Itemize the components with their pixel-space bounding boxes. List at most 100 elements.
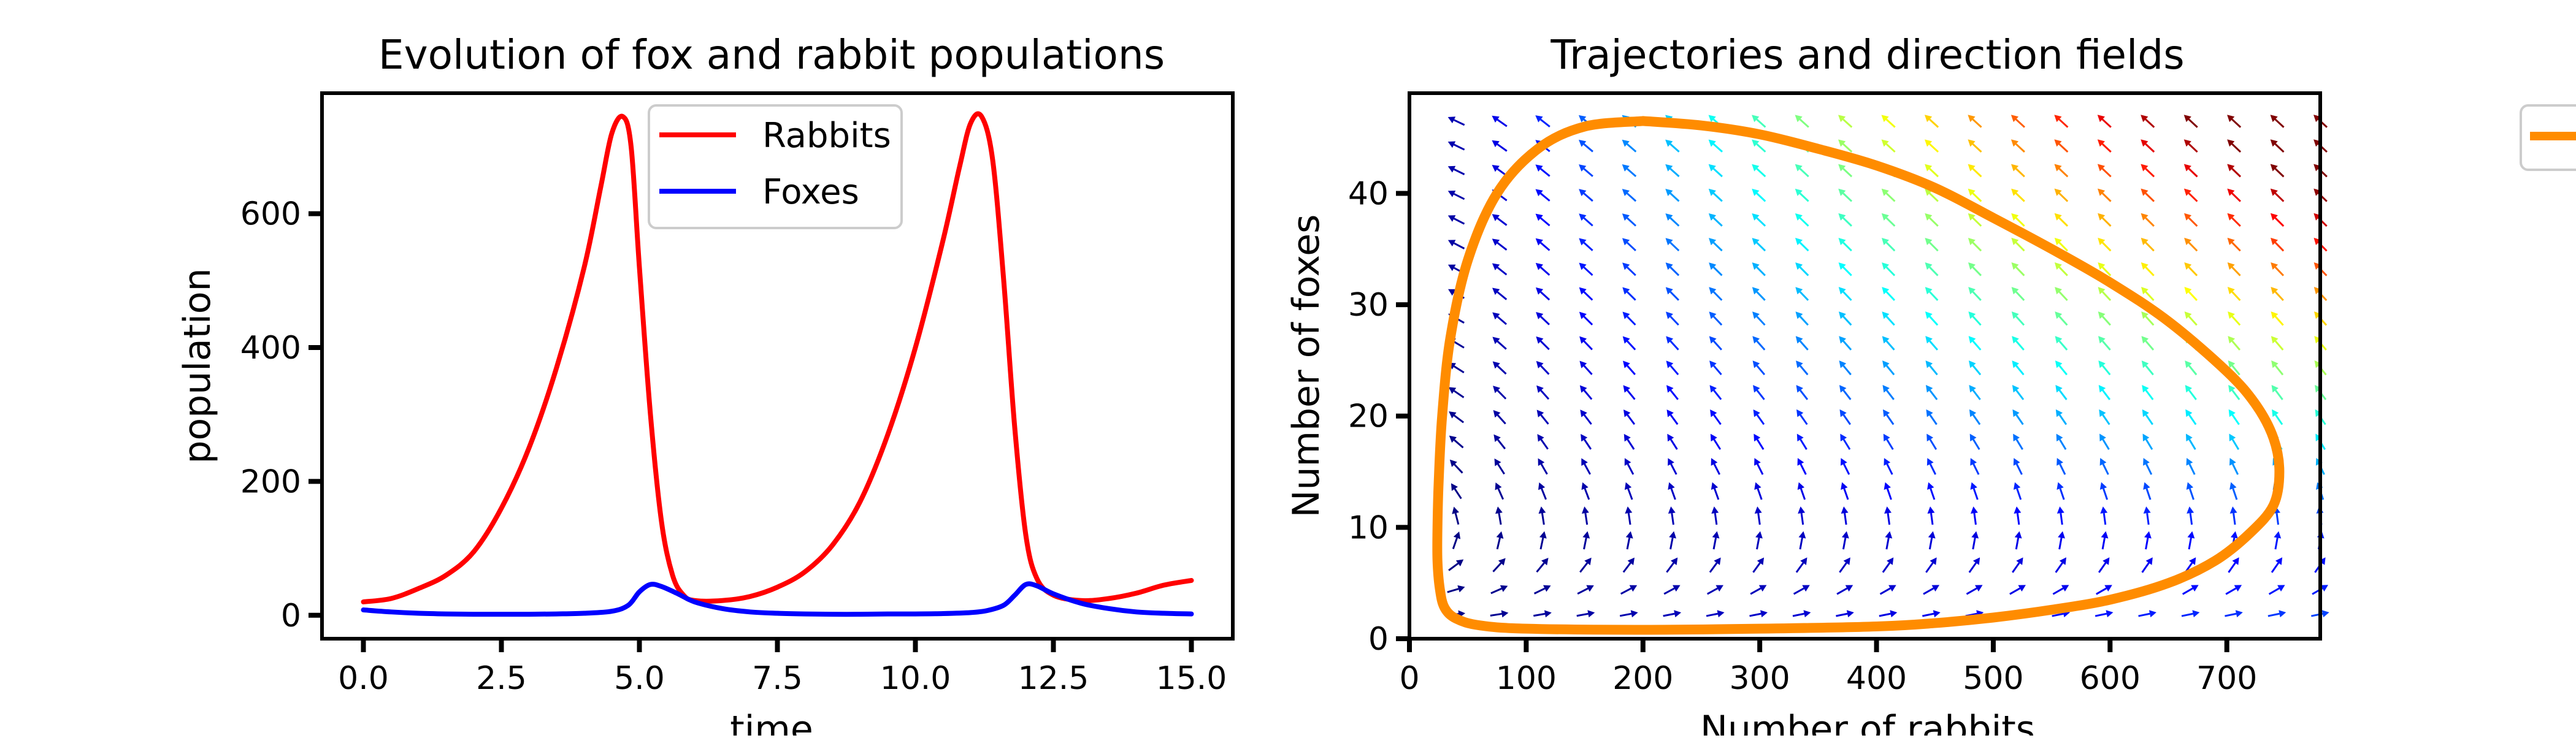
right-x-tick-label: 600 (2080, 660, 2141, 697)
direction-arrow-301 (2056, 433, 2067, 451)
direction-arrow-78 (1579, 238, 1593, 251)
direction-arrow-200 (1839, 336, 1852, 351)
direction-arrow-292 (2011, 139, 2025, 153)
direction-arrow-398 (2227, 115, 2242, 128)
direction-arrow-150 (1755, 531, 1763, 550)
direction-arrow-79 (1579, 213, 1593, 227)
direction-arrow-215 (1884, 482, 1892, 500)
direction-arrow-167 (1752, 115, 1766, 128)
direction-arrow-181 (1795, 287, 1809, 301)
left-series-foxes-line (361, 581, 1194, 617)
direction-arrow-321 (2099, 458, 2109, 475)
direction-arrow-112 (1667, 433, 1678, 450)
direction-arrow-31 (1492, 361, 1507, 375)
direction-arrow-237 (1926, 458, 1937, 475)
direction-arrow-206 (1838, 188, 1853, 202)
direction-arrow-2 (1448, 559, 1464, 571)
right-y-tick-label: 40 (1348, 175, 1389, 212)
direction-arrow-82 (1578, 139, 1593, 153)
direction-arrow-390 (2228, 311, 2241, 326)
direction-arrow-73 (1579, 360, 1593, 375)
direction-arrow-29 (1493, 410, 1506, 425)
direction-arrow-318 (2101, 531, 2109, 550)
direction-arrow-117 (1666, 311, 1679, 326)
direction-arrow-180 (1795, 311, 1809, 326)
direction-arrow-163 (1752, 213, 1766, 227)
direction-arrow-7 (1449, 435, 1464, 449)
direction-arrow-190 (1836, 585, 1853, 595)
direction-arrow-94 (1623, 360, 1636, 375)
direction-arrow-107 (1666, 557, 1678, 573)
direction-arrow-396 (2227, 164, 2241, 178)
direction-arrow-304 (2055, 360, 2068, 376)
direction-arrow-65 (1579, 557, 1592, 573)
direction-arrow-123 (1665, 164, 1680, 178)
direction-arrow-375 (2183, 164, 2198, 178)
direction-arrow-176 (1796, 409, 1808, 425)
direction-arrow-361 (2187, 506, 2195, 525)
direction-arrow-91 (1623, 433, 1635, 450)
direction-arrow-25 (1495, 506, 1503, 525)
direction-arrow-284 (2012, 336, 2025, 351)
direction-arrow-143 (1708, 188, 1723, 202)
direction-arrow-212 (1882, 557, 1894, 573)
direction-arrow-247 (1925, 213, 1939, 227)
direction-arrow-80 (1579, 189, 1593, 202)
direction-arrow-37 (1492, 214, 1508, 226)
right-y-tick-label: 30 (1348, 287, 1389, 324)
direction-arrow-350 (2141, 262, 2155, 276)
direction-arrow-40 (1492, 140, 1508, 152)
direction-arrow-186 (1795, 164, 1809, 178)
direction-arrow-238 (1926, 433, 1938, 451)
direction-arrow-85 (1620, 585, 1638, 595)
direction-arrow-183 (1795, 238, 1809, 252)
direction-arrow-178 (1796, 360, 1809, 376)
left-y-tick-label: 600 (240, 196, 301, 233)
left-x-tick-label: 7.5 (752, 660, 803, 697)
direction-arrow-99 (1622, 238, 1636, 251)
direction-arrow-298 (2057, 506, 2064, 525)
direction-arrow-362 (2186, 482, 2195, 500)
direction-arrow-226 (1881, 213, 1896, 227)
direction-arrow-95 (1622, 336, 1636, 351)
direction-arrow-376 (2183, 139, 2198, 153)
direction-arrow-419 (2270, 115, 2285, 128)
direction-arrow-326 (2098, 336, 2111, 351)
direction-arrow-164 (1752, 188, 1766, 202)
direction-arrow-351 (2141, 237, 2155, 252)
direction-arrow-15 (1447, 240, 1465, 249)
direction-arrow-242 (1925, 336, 1938, 351)
left-y-tick-label: 200 (240, 463, 301, 500)
direction-arrow-416 (2270, 188, 2285, 202)
direction-arrow-401 (2271, 557, 2283, 573)
direction-arrow-121 (1665, 213, 1680, 227)
right-x-axis-label: Number of rabbits (1700, 708, 2035, 736)
direction-arrow-290 (2011, 188, 2025, 202)
direction-arrow-224 (1882, 262, 1896, 276)
direction-arrow-199 (1839, 360, 1852, 376)
direction-arrow-132 (1711, 458, 1720, 475)
direction-arrow-331 (2098, 213, 2112, 227)
left-x-tick-label: 0.0 (338, 660, 389, 697)
direction-arrow-209 (1838, 115, 1853, 128)
direction-arrow-158 (1752, 336, 1766, 351)
direction-arrow-241 (1925, 360, 1938, 376)
direction-arrow-328 (2098, 287, 2112, 302)
direction-arrow-402 (2274, 531, 2282, 550)
direction-arrow-116 (1666, 336, 1679, 351)
direction-arrow-20 (1447, 116, 1465, 126)
direction-arrow-138 (1709, 311, 1723, 326)
direction-arrow-344 (2142, 409, 2153, 425)
direction-arrow-208 (1838, 139, 1853, 153)
direction-arrow-218 (1882, 409, 1895, 425)
direction-arrow-54 (1536, 311, 1550, 325)
direction-arrow-341 (2143, 482, 2152, 500)
right-y-tick-label: 0 (1368, 621, 1389, 658)
direction-arrow-393 (2227, 237, 2241, 252)
direction-arrow-175 (1796, 433, 1807, 450)
direction-arrow-170 (1795, 557, 1807, 573)
direction-arrow-367 (2185, 360, 2198, 376)
direction-arrow-383 (2229, 482, 2238, 500)
legend-label-rabbits: Rabbits (762, 116, 891, 156)
